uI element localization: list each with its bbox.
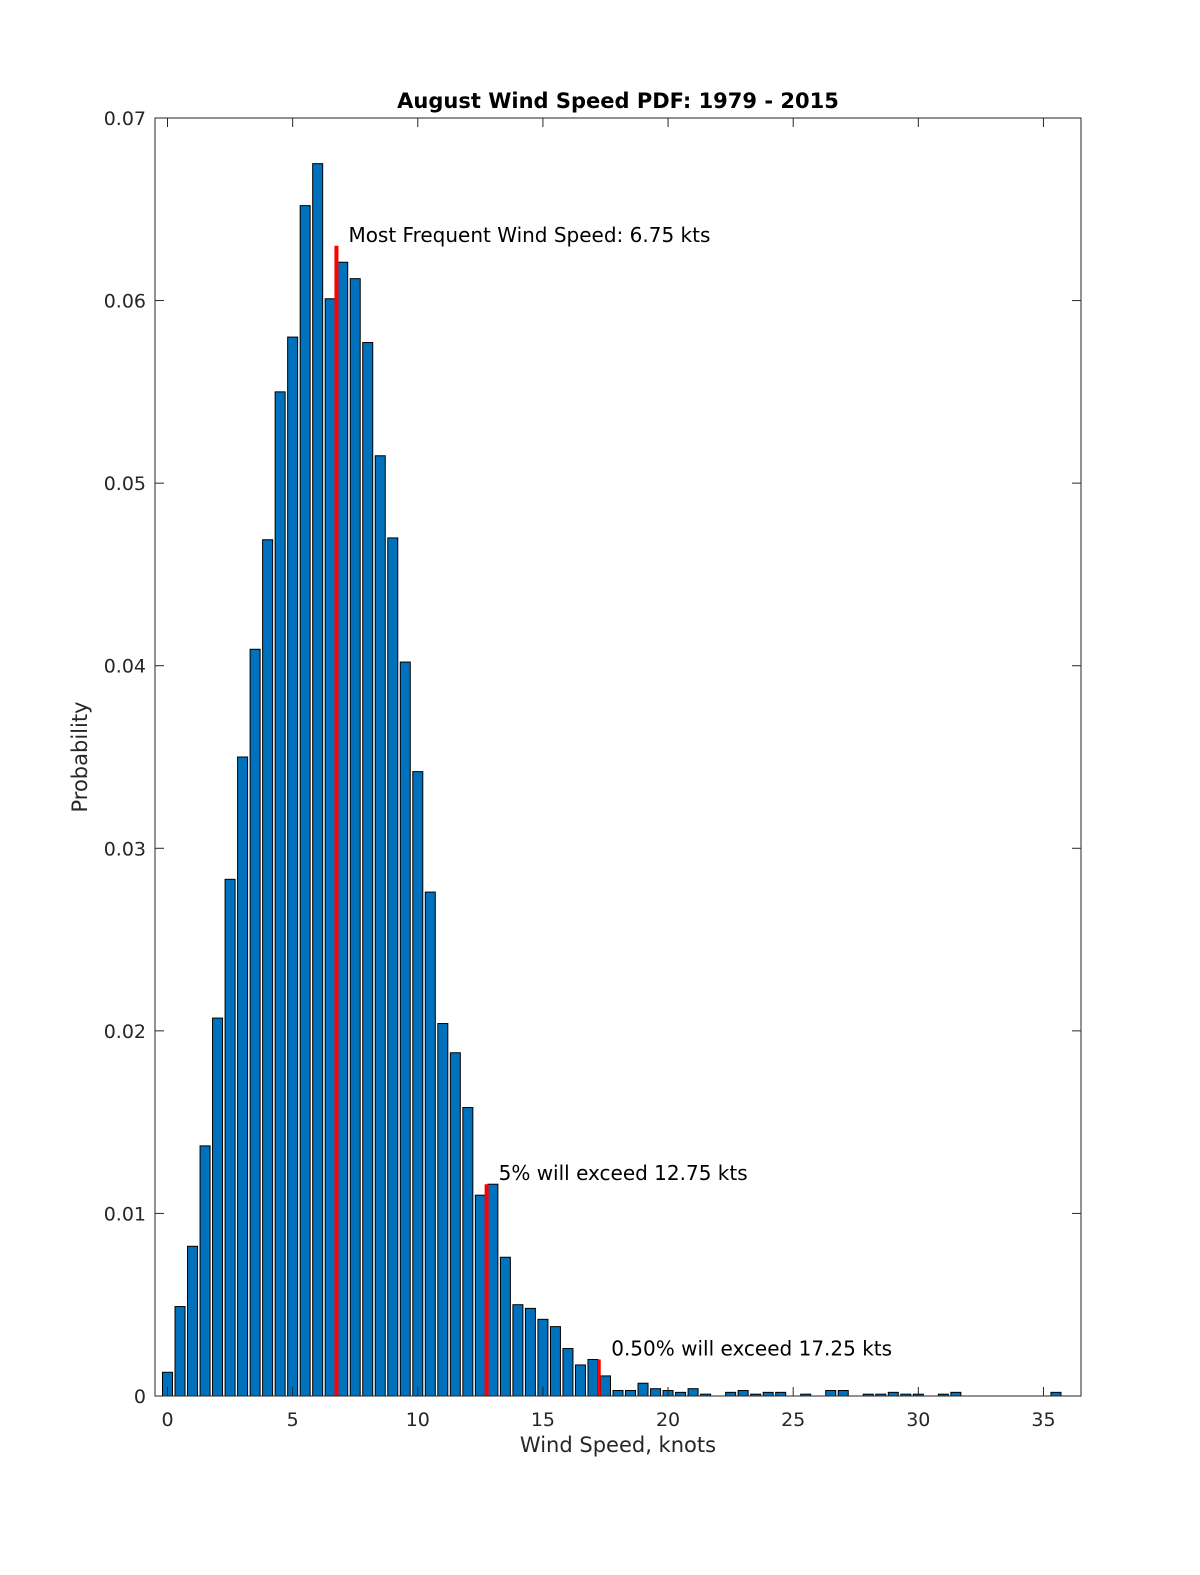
- bar: [762, 1391, 774, 1397]
- bar: [675, 1391, 687, 1397]
- bar: [637, 1382, 649, 1397]
- x-axis-label: Wind Speed, knots: [520, 1433, 716, 1457]
- bar: [775, 1391, 787, 1397]
- bar: [612, 1390, 624, 1397]
- x-tick-label: 10: [406, 1409, 430, 1431]
- axes-box: [154, 117, 1082, 1397]
- bar: [224, 878, 236, 1397]
- bar: [349, 278, 361, 1397]
- x-tick-label: 15: [531, 1409, 555, 1431]
- x-tick-label: 0: [161, 1409, 173, 1431]
- bar: [212, 1017, 224, 1397]
- bar: [737, 1390, 749, 1397]
- x-tick-label: 5: [287, 1409, 299, 1431]
- y-axis-label: Probability: [68, 701, 92, 812]
- bar: [625, 1390, 637, 1397]
- bar: [274, 391, 286, 1397]
- bar: [825, 1390, 837, 1397]
- bar: [424, 891, 436, 1397]
- bar: [237, 756, 249, 1397]
- bar: [449, 1052, 461, 1397]
- bar: [324, 298, 336, 1397]
- bar: [837, 1390, 849, 1397]
- y-tick-label: 0.06: [104, 291, 146, 313]
- marker-annotation: Most Frequent Wind Speed: 6.75 kts: [348, 223, 710, 247]
- x-tick-label: 30: [906, 1409, 930, 1431]
- bar: [412, 771, 424, 1397]
- x-tick-label: 20: [656, 1409, 680, 1431]
- bar: [187, 1245, 199, 1397]
- bar: [687, 1388, 699, 1397]
- bar: [374, 455, 386, 1397]
- bar: [462, 1107, 474, 1397]
- bar: [262, 539, 274, 1397]
- bar: [399, 661, 411, 1397]
- bar: [362, 342, 374, 1397]
- markers-group: Most Frequent Wind Speed: 6.75 kts 5% wil…: [334, 223, 892, 1396]
- bar: [537, 1318, 549, 1397]
- bar: [650, 1388, 662, 1397]
- bar: [287, 336, 299, 1397]
- bar: [574, 1364, 586, 1397]
- bar: [1050, 1391, 1062, 1397]
- y-tick-label: 0.07: [104, 108, 146, 130]
- bar: [387, 537, 399, 1397]
- y-tick-label: 0.01: [104, 1203, 146, 1225]
- bar: [599, 1375, 611, 1397]
- y-axis-ticks: 0 0.01 0.02 0.03 0.04 0.05 0.06 0.07: [104, 108, 1081, 1408]
- bar: [174, 1306, 186, 1397]
- y-tick-label: 0.03: [104, 838, 146, 860]
- y-tick-label: 0.04: [104, 656, 146, 678]
- y-tick-label: 0.05: [104, 473, 146, 495]
- bar: [487, 1183, 499, 1397]
- bar: [499, 1256, 511, 1397]
- bar: [337, 261, 349, 1397]
- bar: [887, 1391, 899, 1397]
- chart-title: August Wind Speed PDF: 1979 - 2015: [397, 89, 839, 113]
- bar: [437, 1023, 449, 1397]
- marker-annotation: 5% will exceed 12.75 kts: [499, 1161, 748, 1185]
- marker-annotation: 0.50% will exceed 17.25 kts: [611, 1336, 892, 1360]
- x-tick-label: 25: [781, 1409, 805, 1431]
- bar: [249, 648, 261, 1397]
- bar: [524, 1307, 536, 1397]
- x-tick-label: 35: [1031, 1409, 1055, 1431]
- bar: [474, 1194, 486, 1397]
- bar: [512, 1304, 524, 1397]
- bar: [950, 1391, 962, 1397]
- bars-group: [162, 163, 1062, 1397]
- bar: [312, 163, 324, 1397]
- y-tick-label: 0: [134, 1386, 146, 1408]
- bar: [199, 1145, 211, 1397]
- bar: [562, 1348, 574, 1397]
- bar: [299, 205, 311, 1397]
- y-tick-label: 0.02: [104, 1021, 146, 1043]
- bar: [725, 1391, 737, 1397]
- bar: [587, 1358, 599, 1397]
- x-axis-ticks: 0 5 10 15 20 25 30 35: [161, 118, 1056, 1431]
- bar: [549, 1326, 561, 1397]
